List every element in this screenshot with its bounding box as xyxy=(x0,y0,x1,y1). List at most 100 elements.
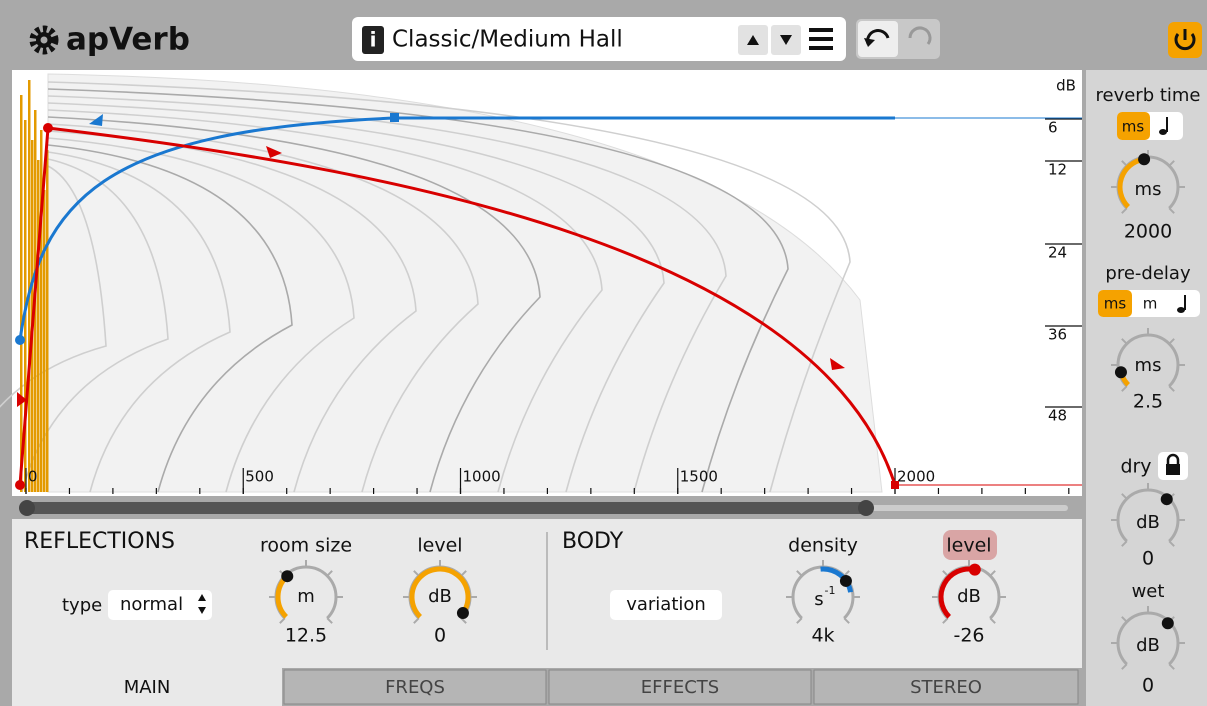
knob-dot xyxy=(456,607,469,620)
app-title: apVerb xyxy=(66,22,190,58)
reflection-bar xyxy=(37,160,40,492)
slider-end[interactable] xyxy=(858,500,874,516)
note-icon[interactable] xyxy=(1159,117,1168,135)
slider-start[interactable] xyxy=(19,500,35,516)
knob[interactable] xyxy=(786,560,860,624)
blue-start[interactable] xyxy=(15,335,25,345)
knob-tick xyxy=(1121,540,1128,547)
type-value: normal xyxy=(120,594,183,615)
slider-range[interactable] xyxy=(22,502,868,514)
contours xyxy=(0,81,851,493)
type-label: type xyxy=(62,595,102,616)
knob-value: -26 xyxy=(953,625,984,647)
knob-tick xyxy=(1121,160,1128,167)
mode-label: m xyxy=(1143,295,1158,313)
knob-value: 0 xyxy=(434,625,446,647)
knob-track xyxy=(1116,488,1180,543)
knob-label: room size xyxy=(260,535,352,557)
knob-tick xyxy=(843,617,850,624)
knob-unit-exponent: -1 xyxy=(825,584,836,597)
up-arrow xyxy=(747,35,759,45)
knob[interactable] xyxy=(1111,606,1185,670)
knob-tick xyxy=(326,570,333,577)
undo-button[interactable] xyxy=(858,21,898,57)
menu-button[interactable] xyxy=(806,24,838,56)
knob-dot xyxy=(281,570,294,583)
knob-tick xyxy=(843,570,850,577)
contour xyxy=(0,165,107,408)
red-start[interactable] xyxy=(15,480,25,490)
info-button[interactable] xyxy=(362,26,384,54)
knob-tick xyxy=(1168,207,1175,214)
knob-tick xyxy=(1121,385,1128,392)
preset-box[interactable] xyxy=(352,17,846,61)
contour xyxy=(47,151,231,493)
reflection-bar xyxy=(43,190,46,492)
knob-dot xyxy=(1114,366,1127,379)
knob-value: 2.5 xyxy=(1133,391,1163,413)
reflection-bar xyxy=(28,80,31,492)
select-arrows xyxy=(198,594,206,614)
knob-value: 0 xyxy=(1142,548,1154,570)
knob-tick xyxy=(989,570,996,577)
type-select[interactable] xyxy=(108,590,212,620)
knob-arc xyxy=(409,566,471,619)
blue-handle[interactable] xyxy=(390,113,399,122)
contour xyxy=(47,81,851,493)
blue-curve[interactable] xyxy=(18,116,895,341)
knob-unit: dB xyxy=(957,586,981,607)
knob[interactable] xyxy=(269,560,343,624)
knob-dot xyxy=(1161,617,1174,630)
x-label: 500 xyxy=(245,468,274,486)
knob-unit: dB xyxy=(428,586,452,607)
x-labels: 0 500 1000 1500 2000 xyxy=(25,468,1070,494)
blue-arrow xyxy=(89,114,103,126)
redo-icon[interactable] xyxy=(908,26,932,45)
knob-dot xyxy=(1160,493,1173,506)
red-end[interactable] xyxy=(891,481,899,489)
y-label: 48 xyxy=(1048,407,1067,425)
knob-tick xyxy=(413,617,420,624)
tab-label: STEREO xyxy=(910,677,982,698)
y-unit: dB xyxy=(1056,77,1076,95)
power-icon xyxy=(1174,33,1196,51)
tab[interactable] xyxy=(283,669,547,705)
red-handle[interactable] xyxy=(43,123,53,133)
mode-active[interactable] xyxy=(1098,290,1132,317)
tab[interactable] xyxy=(813,669,1079,705)
knob-tick xyxy=(1121,616,1128,623)
variation-button[interactable] xyxy=(610,590,722,620)
mode-label: ms xyxy=(1104,295,1127,313)
mode-label: ms xyxy=(1122,118,1145,136)
tab-active[interactable] xyxy=(12,668,282,706)
knob-tick xyxy=(460,570,467,577)
gear-icon[interactable] xyxy=(29,25,59,55)
lock-button[interactable] xyxy=(1158,452,1188,480)
red-arrow xyxy=(17,392,27,407)
contour xyxy=(47,109,603,493)
envelope xyxy=(47,73,883,493)
knob[interactable] xyxy=(1111,483,1185,547)
knob[interactable] xyxy=(1111,328,1185,392)
tab[interactable] xyxy=(548,669,812,705)
x-label: 2000 xyxy=(897,468,935,486)
x-label: 1500 xyxy=(680,468,718,486)
contour xyxy=(47,144,293,493)
red-curve[interactable] xyxy=(18,126,897,486)
variation-label: variation xyxy=(626,594,706,615)
info-label: i xyxy=(370,28,377,52)
knob-value: 12.5 xyxy=(285,625,327,647)
mode-active[interactable] xyxy=(1117,112,1150,140)
red-arrow xyxy=(266,146,282,158)
knob-tick xyxy=(1121,207,1128,214)
knob-value: 4k xyxy=(811,625,834,647)
contour xyxy=(21,158,169,493)
knob[interactable] xyxy=(403,560,477,624)
knob-tick xyxy=(1168,663,1175,670)
knob[interactable] xyxy=(932,560,1006,624)
knob-tick xyxy=(413,570,420,577)
note-icon[interactable] xyxy=(1177,295,1186,313)
knob[interactable] xyxy=(1111,150,1185,214)
